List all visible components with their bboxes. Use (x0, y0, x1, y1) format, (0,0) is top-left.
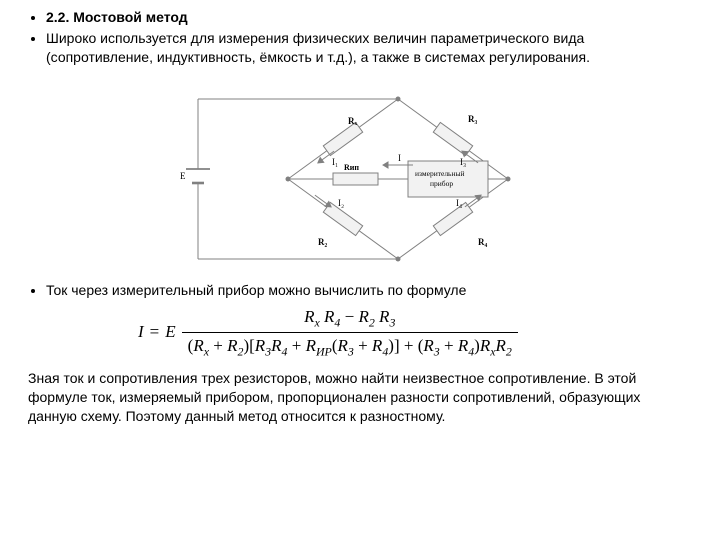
d-r4c: R (458, 336, 468, 355)
label-i1: I₁ (332, 157, 338, 167)
node-top (396, 96, 401, 101)
n-r2-sub: 2 (369, 315, 375, 329)
d-r2c-sub: 2 (506, 344, 512, 358)
d-r3b: R (337, 336, 347, 355)
fraction-bar (182, 332, 518, 333)
label-i3: I₃ (460, 157, 466, 167)
formula-den: (Rx + R2)[R3R4 + RИР(R3 + R4)] + (R3 + R… (182, 335, 518, 359)
d-p1: + (209, 336, 227, 355)
formula: I = E Rx R4 − R2 R3 (Rx + R2)[R3R4 + RИР… (138, 306, 692, 360)
n-minus: − (345, 307, 355, 326)
resistor-r3 (433, 122, 472, 155)
bullet-list: 2.2. Мостовой метод Широко используется … (28, 8, 692, 67)
closing-paragraph: Зная ток и сопротивления трех резисторов… (28, 369, 692, 426)
arrow-i1-head (316, 157, 324, 165)
label-i2: I₂ (338, 198, 344, 208)
formula-block: I = E Rx R4 − R2 R3 (Rx + R2)[R3R4 + RИР… (138, 306, 692, 360)
arrow-i-head (383, 162, 388, 168)
n-r3: R (379, 307, 389, 326)
node-right (506, 176, 511, 181)
label-i: I (398, 153, 401, 163)
formula-eq: = (150, 321, 160, 344)
label-e: E (180, 171, 186, 181)
d-p4: + (400, 336, 418, 355)
page: 2.2. Мостовой метод Широко используется … (0, 0, 720, 426)
node-left (286, 176, 291, 181)
label-i4: I₄ (456, 198, 462, 208)
resistor-r4 (433, 202, 472, 235)
bullet-intro: Широко используется для измерения физиче… (46, 29, 692, 67)
section-title: 2.2. Мостовой метод (46, 9, 188, 25)
formula-num: Rx R4 − R2 R3 (298, 306, 401, 330)
bullet-formula-intro: Ток через измерительный прибор можно выч… (46, 281, 692, 300)
d-p2: + (287, 336, 305, 355)
node-bottom (396, 256, 401, 261)
d-p3: + (354, 336, 372, 355)
d-r2c: R (496, 336, 506, 355)
resistor-rnp (333, 173, 378, 185)
d-r3: R (255, 336, 265, 355)
d-rnp-sub: ИР (316, 344, 332, 358)
label-rnp: Rип (344, 163, 359, 172)
label-r2: R₂ (318, 237, 327, 247)
formula-fraction: Rx R4 − R2 R3 (Rx + R2)[R3R4 + RИР(R3 + … (182, 306, 518, 360)
d-p5: + (440, 336, 458, 355)
n-r2: R (358, 307, 368, 326)
device-text-1: измерительный (415, 169, 465, 178)
n-r4-sub: 4 (334, 315, 340, 329)
n-rx-sub: x (314, 315, 319, 329)
label-rx: Rₓ (348, 116, 357, 126)
resistor-rx (323, 122, 362, 155)
d-rx: R (193, 336, 203, 355)
label-r3: R₃ (468, 114, 477, 124)
d-r4b: R (372, 336, 382, 355)
bullet-list-2: Ток через измерительный прибор можно выч… (28, 281, 692, 300)
d-r2: R (227, 336, 237, 355)
n-rx: R (304, 307, 314, 326)
label-r4: R₄ (478, 237, 487, 247)
device-text-2: прибор (430, 179, 453, 188)
bullet-title: 2.2. Мостовой метод (46, 8, 692, 27)
d-rxc: R (480, 336, 490, 355)
n-r3-sub: 3 (389, 315, 395, 329)
d-r4a: R (271, 336, 281, 355)
circuit-svg: E Rₓ R₃ R₂ R₄ Rип I₁ I₃ I₂ I₄ I измерите… (168, 69, 588, 279)
bridge-circuit-diagram: E Rₓ R₃ R₂ R₄ Rип I₁ I₃ I₂ I₄ I измерите… (168, 69, 588, 279)
formula-I: I (138, 321, 144, 344)
formula-E: E (165, 321, 175, 344)
d-r3c: R (423, 336, 433, 355)
n-r4: R (324, 307, 334, 326)
d-rnp: R (306, 336, 316, 355)
